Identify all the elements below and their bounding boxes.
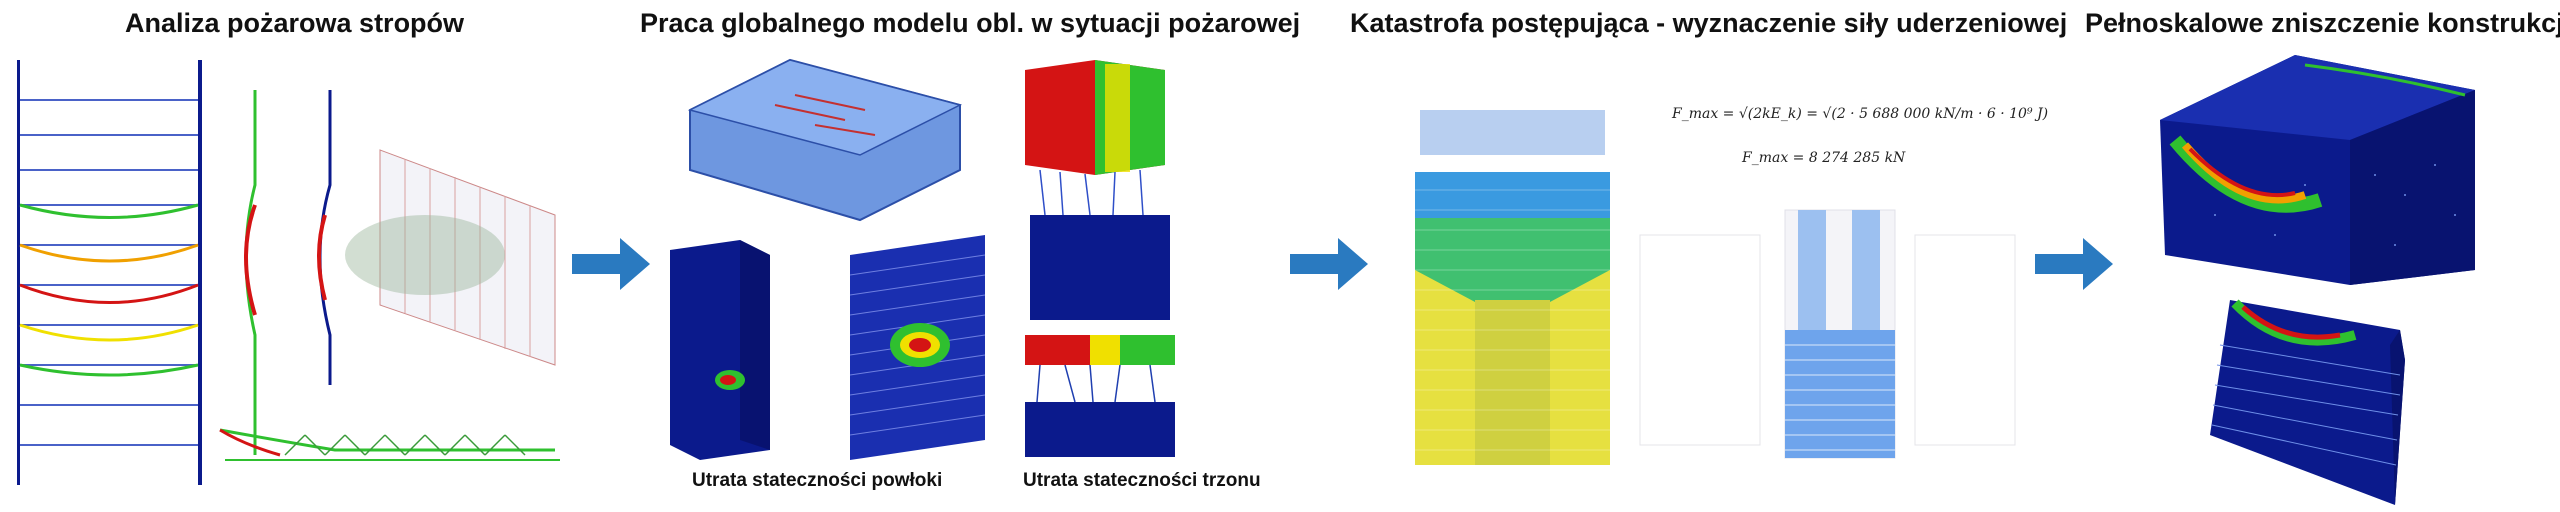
stage-2-title: Praca globalnego modelu obl. w sytuacji … (640, 8, 1301, 38)
progressive-collapse-figure (1415, 110, 2016, 465)
stage-3-title: Katastrofa postępująca - wyznaczenie sił… (1350, 8, 2068, 38)
flow-arrow-icon (2035, 238, 2113, 290)
stage-1-title: Analiza pożarowa stropów (125, 8, 465, 38)
impact-force-formula: F_max = √(2kE_k) = √(2 · 5 688 000 kN/m … (1672, 106, 2049, 122)
full-scale-failure-figure (2160, 55, 2475, 505)
flow-arrow-icon (572, 238, 650, 290)
stage-4-title: Pełnoskalowe zniszczenie konstrukcji (2085, 8, 2560, 38)
global-model-figure (670, 58, 1175, 460)
impact-force-result: F_max = 8 274 285 kN (1742, 150, 1906, 166)
core-buckling-caption: Utrata stateczności trzonu (1023, 470, 1261, 491)
floor-fire-analysis-figure (17, 60, 560, 485)
flow-arrow-icon (1290, 238, 1368, 290)
shell-buckling-caption: Utrata stateczności powłoki (692, 470, 943, 491)
